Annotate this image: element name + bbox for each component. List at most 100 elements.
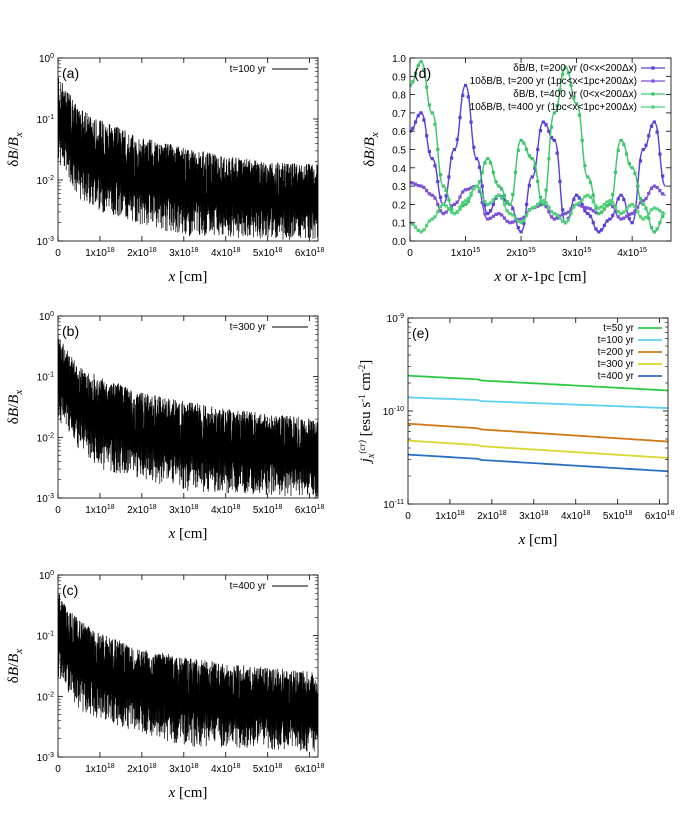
marker-d-3: [630, 202, 634, 206]
marker-d-0: [616, 197, 620, 201]
marker-d-3: [586, 193, 590, 197]
marker-d-3: [486, 202, 490, 206]
marker-d-2: [483, 161, 487, 165]
marker-d-3: [438, 205, 443, 209]
marker-d-1: [619, 217, 623, 221]
marker-d-3: [655, 207, 659, 211]
panel-c: 10-3 10-2 10-1 100 0 1x1018 2x1018 3x1018 4x1018…: [6, 570, 324, 801]
marker-d-3: [594, 204, 598, 208]
marker-d-2: [413, 71, 418, 76]
marker-d-3: [419, 230, 423, 234]
panel-label-a: (a): [62, 65, 79, 81]
marker-d-2: [616, 148, 620, 152]
marker-d-2: [525, 147, 529, 152]
marker-d-2: [444, 188, 448, 192]
marker-d-2: [494, 180, 498, 184]
legend-label-b: t=300 yr: [230, 322, 267, 333]
marker-d-2: [652, 230, 656, 234]
marker-d-1: [658, 189, 662, 193]
marker-d-3: [566, 218, 570, 222]
marker-d-1: [452, 202, 457, 206]
marker-d-3: [627, 204, 631, 208]
marker-d-0: [555, 151, 559, 155]
x-tick-label-d: 2x1015: [506, 247, 536, 259]
x-tick-label-c: 6x1018: [295, 763, 325, 775]
plot-area-d: [410, 60, 667, 234]
marker-d-0: [461, 93, 465, 98]
marker-d-0: [413, 120, 418, 124]
marker-d-0: [486, 211, 490, 216]
marker-d-3: [530, 206, 534, 210]
plot-area-c: [58, 594, 318, 752]
marker-d-2: [541, 202, 545, 206]
marker-d-2: [538, 195, 543, 199]
marker-d-0: [483, 203, 487, 207]
marker-d-0: [491, 202, 495, 206]
marker-d-3: [563, 221, 568, 225]
y-tick-label-d: 0.5: [392, 146, 406, 157]
series-line-e-1: [408, 396, 668, 409]
marker-d-2: [547, 157, 551, 161]
plot-area-a: [58, 76, 318, 240]
y-tick-label-c: 10-2: [37, 691, 54, 703]
marker-d-2: [597, 211, 601, 216]
marker-d-3: [641, 217, 645, 221]
y-axis-label-d: δB/Bx: [362, 132, 381, 167]
marker-d-3: [525, 213, 529, 217]
marker-d-0: [527, 183, 531, 188]
x-tick-label-c: 2x1018: [127, 763, 157, 775]
x-tick-label-c: 0: [55, 764, 61, 775]
marker-d-2: [411, 80, 415, 84]
marker-d-1: [491, 214, 495, 218]
marker-d-1: [661, 192, 665, 196]
series-line-e-3: [408, 439, 668, 459]
marker-d-2: [486, 157, 490, 161]
marker-d-3: [555, 213, 559, 217]
marker-d-2: [491, 170, 495, 174]
marker-d-0: [519, 230, 523, 234]
marker-d-0: [447, 175, 451, 179]
marker-d-0: [536, 147, 540, 152]
marker-d-1: [555, 216, 559, 220]
y-tick-label-d: 0.3: [392, 182, 406, 193]
marker-d-1: [616, 215, 620, 219]
marker-d-2: [463, 202, 468, 206]
marker-d-2: [580, 138, 584, 142]
marker-d-3: [527, 208, 531, 212]
y-tick-label-e: 10-9: [387, 313, 404, 325]
marker-d-0: [622, 197, 626, 202]
x-tick-label-b: 1x1018: [85, 504, 115, 516]
marker-d-0: [458, 115, 462, 120]
marker-d-2: [427, 103, 432, 107]
panel-label-c: (c): [62, 582, 78, 598]
marker-d-0: [502, 198, 507, 202]
marker-d-2: [461, 204, 465, 208]
marker-d-3: [494, 195, 498, 199]
marker-d-2: [599, 210, 604, 214]
marker-d-2: [641, 202, 645, 206]
marker-d-3: [572, 205, 576, 209]
marker-d-1: [613, 210, 618, 214]
marker-d-3: [422, 228, 426, 232]
marker-d-2: [647, 216, 651, 220]
marker-d-0: [605, 219, 609, 223]
marker-d-2: [627, 161, 631, 166]
marker-d-3: [488, 201, 493, 205]
marker-d-1: [419, 184, 423, 188]
marker-d-3: [450, 210, 454, 214]
y-tick-label-b: 10-3: [37, 493, 54, 505]
y-tick-label-e: 10-10: [383, 406, 404, 418]
marker-d-1: [547, 210, 551, 214]
marker-d-2: [661, 214, 665, 219]
x-axis-label-e: x [cm]: [518, 532, 558, 548]
x-tick-label-a: 1x1018: [85, 247, 115, 259]
marker-d-1: [486, 217, 490, 221]
marker-d-1: [480, 200, 484, 205]
marker-d-0: [588, 214, 593, 219]
series-line-e-0: [408, 374, 668, 392]
marker-d-0: [463, 83, 468, 88]
marker-d-3: [447, 207, 451, 211]
marker-d-3: [452, 211, 457, 216]
panel-e: 10-11 10-10 10-9 0 1x1018 2x1018 3x1018 4x1018 5…: [357, 313, 674, 548]
marker-d-3: [519, 221, 523, 225]
